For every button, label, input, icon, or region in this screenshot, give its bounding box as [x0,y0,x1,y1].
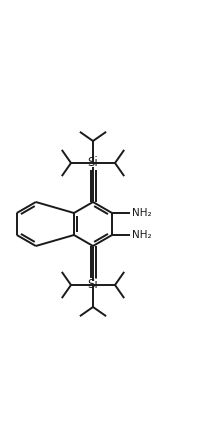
Text: Si: Si [88,156,98,169]
Text: NH₂: NH₂ [132,230,152,240]
Text: NH₂: NH₂ [132,208,152,218]
Text: Si: Si [88,279,98,292]
